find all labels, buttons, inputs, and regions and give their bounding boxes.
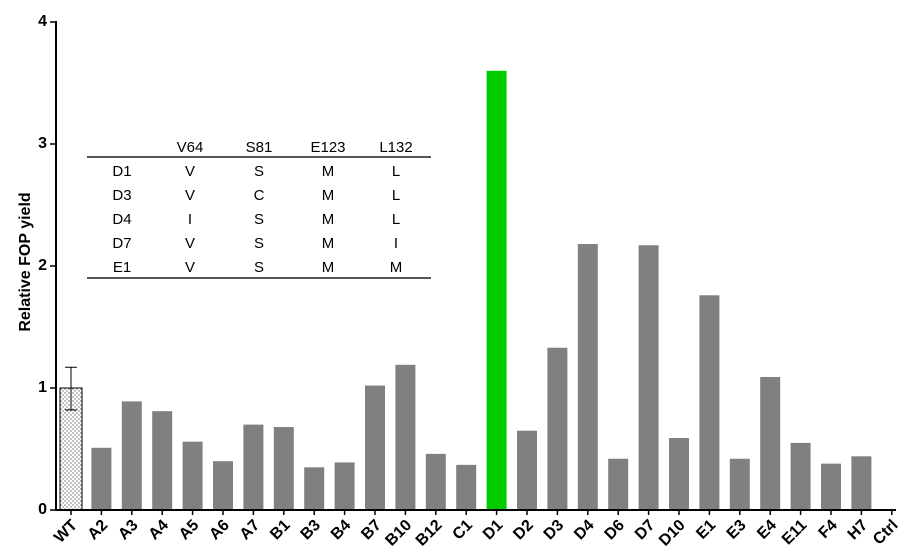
table-cell: V	[185, 187, 195, 204]
bar-a6	[213, 461, 233, 510]
x-tick-label-a3: A3	[115, 517, 142, 544]
table-cell: I	[188, 211, 192, 228]
bar-h7	[851, 456, 872, 510]
x-tick-label-a7: A7	[237, 517, 264, 544]
x-tick-label-ctrl: Ctrl	[870, 517, 898, 549]
table-cell: M	[322, 163, 335, 180]
bar-b3	[304, 467, 325, 510]
bar-e11	[790, 442, 811, 510]
bar-b12	[425, 453, 446, 510]
x-tick-label-e1: E1	[693, 517, 719, 543]
x-tick-label-d4: D4	[571, 517, 598, 544]
table-row-label: E1	[113, 259, 131, 276]
x-tick-label-d7: D7	[632, 517, 659, 544]
table-cell: M	[322, 259, 335, 276]
bar-d4	[577, 244, 598, 511]
table-cell: S	[254, 235, 264, 252]
y-axis-label: Relative FOP yield	[17, 192, 34, 331]
x-tick-label-f4: F4	[816, 517, 841, 542]
table-cell: V	[185, 259, 195, 276]
x-tick-label-h7: H7	[845, 517, 872, 544]
y-tick-labels: 0 1 2 3 4	[38, 13, 47, 518]
x-tick-label-e3: E3	[724, 517, 750, 543]
bar-d3	[547, 347, 568, 510]
y-tick-label-1: 1	[38, 379, 47, 396]
x-tick-label-d1: D1	[480, 517, 507, 544]
table-row-label: D4	[112, 211, 131, 228]
bar-a7	[243, 424, 264, 510]
bar-e1	[699, 295, 720, 510]
table-cell: L	[392, 187, 400, 204]
bar-e4	[760, 377, 781, 510]
x-tick-label-c1: C1	[450, 517, 477, 544]
table-row-label: D7	[112, 235, 131, 252]
bar-a2	[91, 447, 112, 510]
bar-d2	[517, 430, 537, 510]
table-cell: C	[254, 187, 265, 204]
table-header-l132: L132	[379, 139, 412, 156]
table-cell: V	[185, 163, 195, 180]
x-tick-label-e4: E4	[754, 517, 780, 543]
table-cell: L	[392, 163, 400, 180]
table-cell: M	[322, 187, 335, 204]
y-tick-label-3: 3	[38, 135, 47, 152]
x-tick-label-a2: A2	[85, 517, 112, 544]
x-tick-label-d10: D10	[656, 517, 689, 550]
table-cell: M	[390, 259, 403, 276]
bar-d1	[486, 70, 507, 511]
bar-d10	[669, 438, 689, 510]
x-tick-label-b10: B10	[382, 517, 415, 550]
bar-d7	[638, 245, 659, 510]
x-tick-label-b3: B3	[298, 517, 325, 544]
table-cell: V	[185, 235, 195, 252]
bar-b10	[395, 364, 416, 510]
x-tick-label-b4: B4	[328, 517, 355, 544]
bar-b4	[334, 462, 355, 510]
error-bar-wt	[65, 366, 77, 411]
bar-a5	[182, 441, 203, 510]
axes-layer	[50, 21, 896, 515]
table-cell: S	[254, 259, 264, 276]
bar-a4	[152, 411, 173, 510]
bar-a3	[121, 401, 142, 510]
x-tick-label-a6: A6	[206, 517, 233, 544]
x-tick-label-a4: A4	[146, 517, 173, 544]
table-cell: S	[254, 211, 264, 228]
table-cell: S	[254, 163, 264, 180]
x-tick-label-b1: B1	[267, 517, 294, 544]
table-cell: L	[392, 211, 400, 228]
bars-layer	[59, 70, 872, 511]
bar-c1	[456, 464, 477, 510]
table-row-label: D1	[112, 163, 131, 180]
x-tick-label-wt: WT	[51, 517, 81, 547]
table-cell: M	[322, 235, 335, 252]
y-tick-label-2: 2	[38, 257, 47, 274]
y-tick-label-4: 4	[38, 13, 47, 30]
table-header-s81: S81	[246, 139, 273, 156]
bar-d6	[608, 458, 629, 510]
bar-b7	[365, 385, 385, 510]
table-row-label: D3	[112, 187, 131, 204]
x-tick-label-d3: D3	[541, 517, 568, 544]
bar-b1	[273, 427, 294, 510]
table-header-e123: E123	[310, 139, 345, 156]
bar-e3	[729, 458, 750, 510]
x-tick-label-d6: D6	[602, 517, 629, 544]
y-tick-label-0: 0	[38, 501, 47, 518]
bar-f4	[821, 463, 841, 510]
x-tick-label-a5: A5	[176, 517, 203, 544]
table-cell: I	[394, 235, 398, 252]
table-header-v64: V64	[177, 139, 204, 156]
x-tick-label-b7: B7	[358, 517, 385, 544]
x-tick-label-e11: E11	[779, 517, 811, 549]
table-cell: M	[322, 211, 335, 228]
x-tick-label-b12: B12	[413, 517, 446, 550]
x-tick-label-d2: D2	[510, 517, 537, 544]
